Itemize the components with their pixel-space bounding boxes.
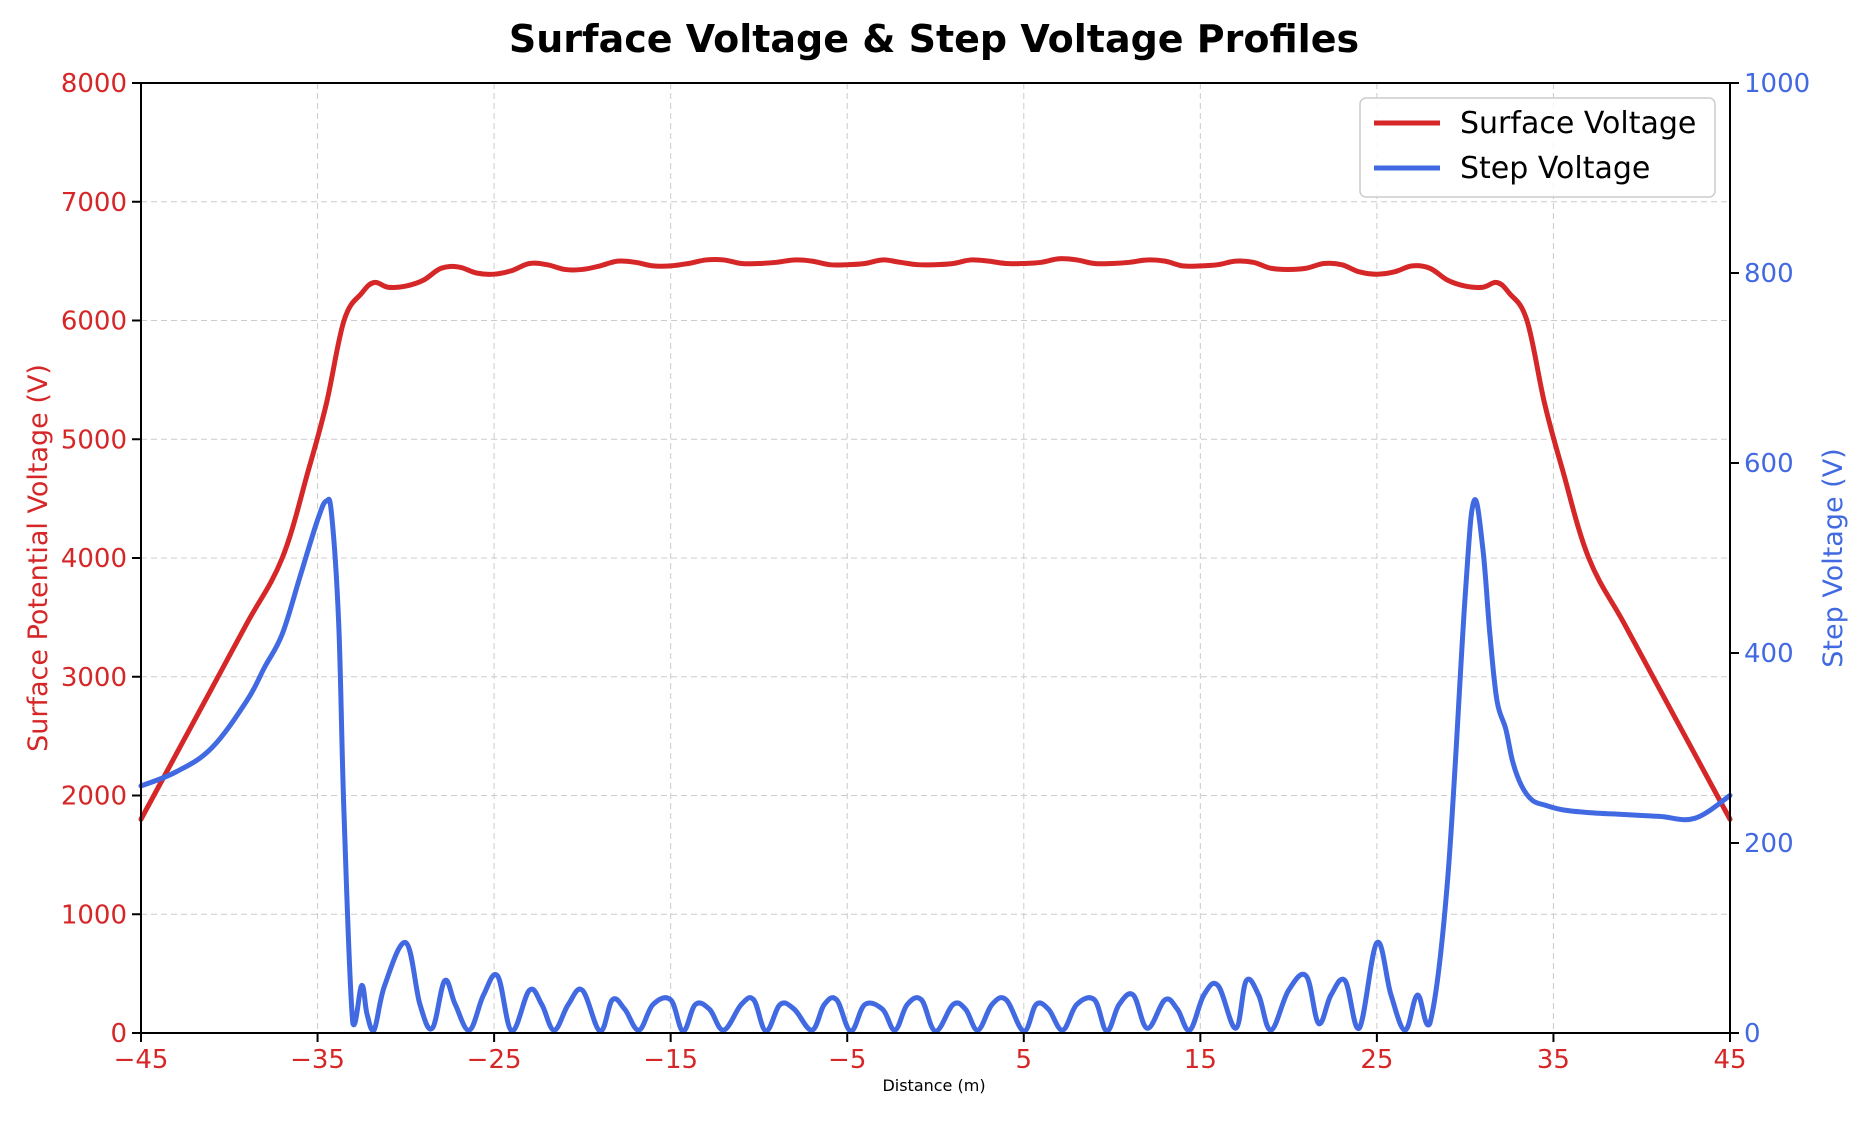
y2-tick-label: 400: [1744, 639, 1794, 669]
y-tick-label: 3000: [61, 663, 127, 693]
y-tick-label: 1000: [61, 900, 127, 930]
y2-tick-label: 800: [1744, 259, 1794, 289]
y-tick-label: 5000: [61, 425, 127, 455]
x-tick-label: −45: [114, 1045, 169, 1075]
x-axis-label: Distance (m): [882, 1076, 985, 1095]
surface-voltage-line: [138, 256, 1733, 822]
legend: Surface Voltage Step Voltage: [1359, 97, 1716, 198]
x-tick-label: 25: [1360, 1045, 1393, 1075]
legend-box: [1359, 97, 1716, 198]
y2-axis-label: Step Voltage (V): [1818, 448, 1849, 667]
legend-label-step-voltage: Step Voltage: [1460, 151, 1650, 186]
x-tick-label: −5: [828, 1045, 866, 1075]
y-tick-label: 0: [110, 1019, 127, 1049]
x-tick-label: 5: [1016, 1045, 1033, 1075]
y-tick-label: 6000: [61, 307, 127, 337]
left-axis: 0 1000 2000 3000 4000 5000 6000 7000 8000: [61, 69, 141, 1049]
y-tick-label: 8000: [61, 69, 127, 99]
x-tick-label: −15: [643, 1045, 698, 1075]
x-axis: −45 −35 −25 −15 −5 5 15 25 35 45: [114, 1033, 1747, 1075]
x-tick-label: −35: [290, 1045, 345, 1075]
chart-title: Surface Voltage & Step Voltage Profiles: [509, 17, 1359, 61]
grid: [141, 83, 1730, 1033]
y2-tick-label: 200: [1744, 829, 1794, 859]
y2-tick-label: 1000: [1744, 69, 1810, 99]
x-tick-label: 15: [1184, 1045, 1217, 1075]
x-tick-label: 35: [1537, 1045, 1570, 1075]
series-layer: [138, 256, 1733, 1034]
y2-tick-label: 0: [1744, 1019, 1761, 1049]
y-tick-label: 7000: [61, 188, 127, 218]
y-axis-label: Surface Potential Voltage (V): [23, 364, 54, 752]
y-tick-label: 2000: [61, 782, 127, 812]
y2-tick-label: 600: [1744, 449, 1794, 479]
y-tick-label: 4000: [61, 544, 127, 574]
x-tick-label: −25: [467, 1045, 522, 1075]
legend-label-surface-voltage: Surface Voltage: [1460, 106, 1696, 141]
right-axis: 0 200 400 600 800 1000: [1730, 69, 1810, 1049]
step-voltage-line: [138, 496, 1733, 1034]
x-tick-label: 45: [1713, 1045, 1746, 1075]
